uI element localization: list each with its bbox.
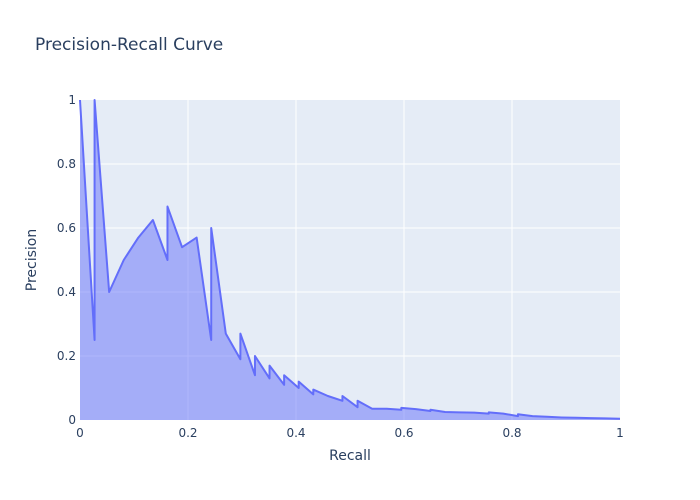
y-tick-label: 0 [68, 413, 76, 427]
y-tick-label: 0.2 [57, 349, 76, 363]
x-tick-label: 0 [76, 426, 84, 440]
x-tick-label: 0.8 [502, 426, 521, 440]
x-axis-label: Recall [329, 448, 371, 464]
x-axis-ticks: 0 0.2 0.4 0.6 0.8 1 [76, 426, 624, 440]
x-tick-label: 1 [616, 426, 624, 440]
x-tick-label: 0.6 [394, 426, 413, 440]
area-fill [80, 100, 620, 420]
chart-title: Precision-Recall Curve [35, 35, 223, 55]
y-tick-label: 1 [68, 93, 76, 107]
y-tick-label: 0.6 [57, 221, 76, 235]
grid-lines [80, 100, 620, 420]
y-axis-ticks: 0 0.2 0.4 0.6 0.8 1 [57, 93, 76, 427]
x-tick-label: 0.2 [178, 426, 197, 440]
x-tick-label: 0.4 [286, 426, 305, 440]
y-tick-label: 0.4 [57, 285, 76, 299]
y-axis-label: Precision [24, 229, 40, 291]
curve-line [79, 99, 621, 420]
y-tick-label: 0.8 [57, 157, 76, 171]
